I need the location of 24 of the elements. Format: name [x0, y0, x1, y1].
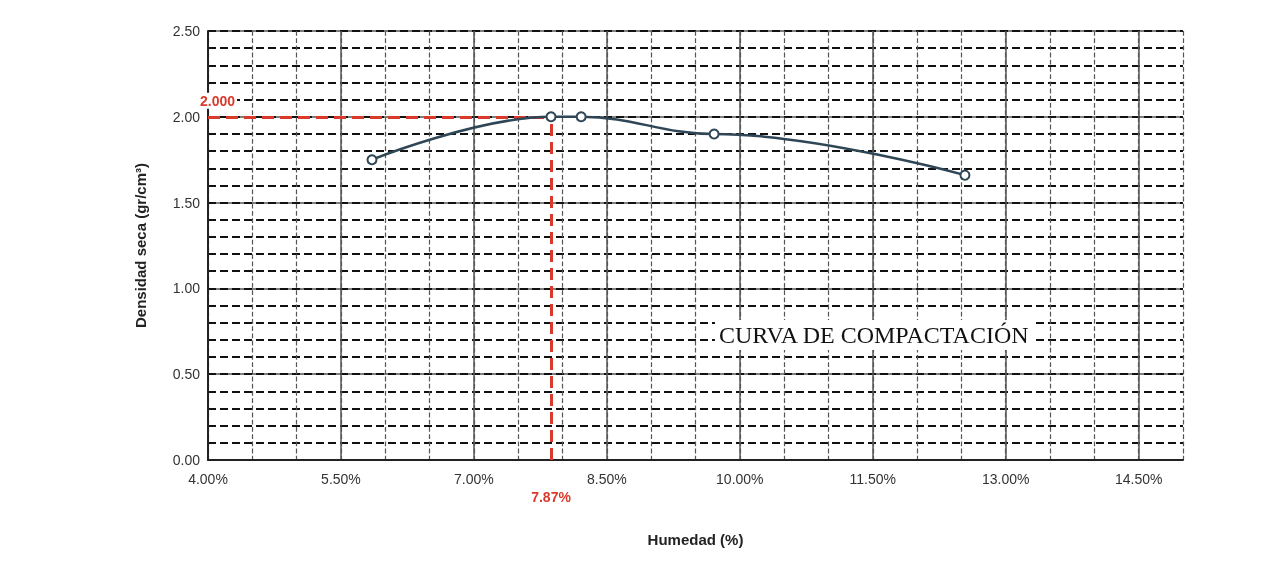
x-tick-label: 10.00%: [716, 471, 764, 487]
text: CURVA DE COMPACTACIÓN: [719, 322, 1029, 348]
y-tick-label: 2.50: [172, 23, 201, 39]
x-tick-label: 4.00%: [188, 471, 228, 487]
x-tick-label: 5.50%: [321, 471, 361, 487]
y-tick-label: 1.00: [172, 280, 201, 297]
ref-line-label: 7.87%: [531, 489, 572, 505]
ref-line-label: 2.000: [200, 92, 236, 109]
point: [708, 128, 720, 140]
point: [959, 169, 971, 181]
x-tick-label: 8.50%: [587, 471, 627, 487]
y-tick-label: 1.50: [172, 194, 201, 211]
x-tick-label: 14.50%: [1114, 471, 1163, 487]
point: [366, 154, 378, 166]
y-tick-label: 2.00: [172, 108, 201, 125]
point: [575, 111, 587, 123]
x-tick-label: 13.00%: [981, 471, 1030, 487]
x-tick-label: 11.50%: [849, 471, 896, 487]
y-axis-title: Densidad seca (gr/cm³): [132, 162, 149, 329]
x-tick-label: 7.00%: [454, 471, 494, 487]
x-axis-title: Humedad (%): [647, 531, 744, 548]
y-tick-label: 0.00: [172, 452, 201, 468]
point: [545, 111, 557, 123]
y-tick-label: 0.50: [172, 366, 201, 383]
